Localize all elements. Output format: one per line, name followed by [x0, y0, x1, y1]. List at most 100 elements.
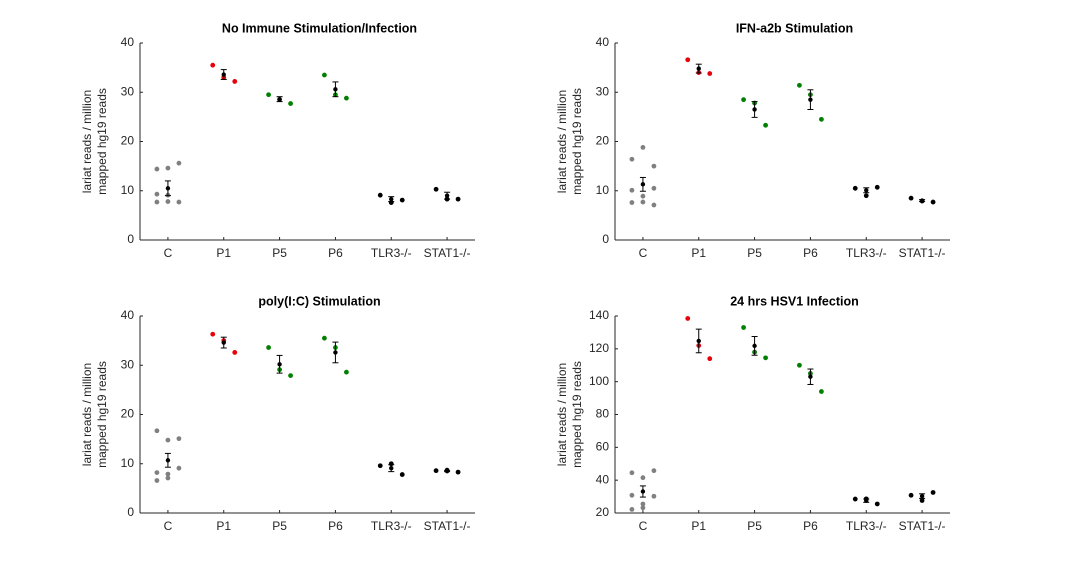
data-point — [640, 475, 646, 481]
mean-marker — [640, 182, 646, 187]
subplot: 24 hrs HSV1 Infection lariat reads / mill… — [555, 294, 950, 533]
x-tick-label: P6 — [328, 246, 343, 260]
data-point — [685, 57, 691, 63]
data-point — [176, 199, 182, 205]
y-axis-label: lariat reads / million — [80, 90, 94, 193]
y-axis-label: lariat reads / million — [555, 90, 569, 193]
data-point — [629, 187, 635, 193]
x-tick-label: C — [639, 246, 648, 260]
x-tick-label: P5 — [272, 519, 287, 533]
data-point — [154, 166, 160, 172]
subplot-title: No Immune Stimulation/Infection — [222, 21, 417, 35]
mean-marker — [165, 458, 171, 463]
y-tick-label: 140 — [589, 308, 609, 322]
y-tick-label: 10 — [121, 456, 135, 470]
data-point — [651, 185, 657, 191]
mean-marker — [277, 96, 282, 102]
y-tick-label: 40 — [121, 35, 135, 49]
data-point — [232, 350, 238, 355]
y-axis-label: mapped hg19 reads — [570, 361, 584, 468]
y-axis-label: mapped hg19 reads — [95, 88, 109, 195]
mean-marker — [919, 493, 925, 499]
data-point — [852, 185, 858, 191]
data-point — [930, 490, 936, 495]
subplot: No Immune Stimulation/Infection lariat re… — [80, 21, 475, 260]
x-tick-label: STAT1-/- — [899, 519, 946, 533]
data-point — [433, 468, 439, 474]
mean-marker — [808, 374, 813, 379]
y-tick-label: 0 — [127, 232, 134, 246]
x-tick-label: P6 — [803, 519, 818, 533]
y-tick-label: 100 — [589, 374, 609, 388]
y-tick-label: 30 — [121, 357, 135, 371]
mean-marker — [696, 338, 701, 344]
data-point — [176, 436, 182, 442]
data-point — [154, 199, 160, 205]
data-point — [210, 62, 216, 68]
x-tick-label: C — [164, 246, 173, 260]
data-point — [640, 505, 646, 511]
data-point — [322, 335, 327, 341]
mean-marker — [808, 97, 813, 102]
data-point — [651, 493, 657, 499]
x-tick-label: STAT1-/- — [899, 246, 946, 260]
data-point — [176, 465, 182, 471]
data-point — [176, 160, 182, 166]
mean-marker — [444, 468, 450, 474]
mean-marker — [165, 186, 171, 191]
y-axis-label: lariat reads / million — [80, 363, 94, 466]
data-point — [874, 184, 880, 190]
data-point — [322, 72, 327, 78]
y-axis-label: mapped hg19 reads — [95, 361, 109, 468]
y-tick-label: 60 — [596, 440, 610, 454]
data-point — [651, 163, 657, 169]
mean-marker — [333, 350, 338, 355]
mean-marker — [864, 498, 869, 503]
data-point — [707, 71, 713, 76]
data-point — [819, 116, 824, 122]
x-tick-label: P5 — [272, 246, 287, 260]
data-point — [763, 122, 768, 128]
x-tick-label: P1 — [216, 246, 231, 260]
data-point — [344, 95, 349, 101]
mean-marker — [333, 87, 338, 92]
x-tick-label: P1 — [216, 519, 231, 533]
mean-marker — [752, 107, 757, 112]
data-point — [640, 501, 646, 507]
y-axis-label: lariat reads / million — [555, 363, 569, 466]
data-point — [399, 197, 405, 203]
subplot: IFN-a2b Stimulation lariat reads / millio… — [555, 21, 950, 260]
x-tick-label: TLR3-/- — [846, 246, 887, 260]
data-point — [908, 195, 914, 201]
data-point — [629, 470, 635, 476]
x-tick-label: P5 — [747, 246, 762, 260]
x-tick-label: TLR3-/- — [371, 519, 412, 533]
x-tick-label: C — [164, 519, 173, 533]
data-point — [685, 316, 691, 321]
data-point — [629, 156, 635, 162]
data-point — [165, 471, 171, 477]
data-point — [154, 470, 160, 476]
data-point — [165, 475, 171, 481]
data-point — [344, 369, 349, 375]
data-point — [763, 355, 768, 361]
data-point — [165, 165, 171, 171]
y-tick-label: 20 — [121, 134, 135, 148]
y-tick-label: 30 — [596, 84, 610, 98]
data-point — [797, 362, 802, 368]
data-point — [629, 506, 635, 512]
data-point — [930, 199, 936, 205]
data-point — [455, 196, 461, 202]
mean-marker — [221, 72, 226, 77]
data-point — [640, 199, 646, 205]
data-point — [288, 373, 293, 378]
y-axis-label: mapped hg19 reads — [570, 88, 584, 195]
y-tick-label: 10 — [596, 183, 610, 197]
data-point — [908, 492, 914, 498]
mean-marker — [221, 340, 226, 345]
data-point — [852, 496, 858, 502]
mean-marker — [444, 193, 450, 198]
subplot-title: poly(I:C) Stimulation — [258, 294, 380, 308]
data-point — [377, 192, 383, 198]
